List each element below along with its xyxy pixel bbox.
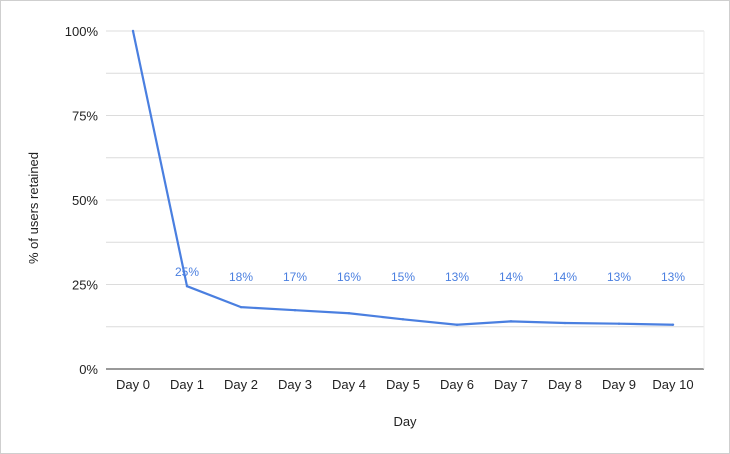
data-label: 18% xyxy=(229,270,253,284)
x-tick-label: Day 7 xyxy=(494,377,528,392)
data-label: 17% xyxy=(283,270,307,284)
data-point xyxy=(401,318,405,321)
data-label: 25% xyxy=(175,265,199,279)
y-tick-label: 0% xyxy=(79,362,98,377)
y-tick-label: 100% xyxy=(65,24,99,39)
x-tick-label: Day 8 xyxy=(548,377,582,392)
data-point xyxy=(509,320,513,323)
series-group xyxy=(131,29,675,326)
data-point xyxy=(293,308,297,312)
data-label: 13% xyxy=(445,270,469,284)
x-tick-label: Day 10 xyxy=(652,377,693,392)
grid-lines xyxy=(106,30,705,370)
x-tick-label: Day 3 xyxy=(278,377,312,392)
data-label: 16% xyxy=(337,270,361,284)
x-tick-label: Day 9 xyxy=(602,377,636,392)
x-tick-label: Day 5 xyxy=(386,377,420,392)
data-point xyxy=(563,321,567,325)
x-tick-label: Day 2 xyxy=(224,377,258,392)
x-axis-title: Day xyxy=(393,414,417,429)
y-tick-label: 50% xyxy=(72,193,98,208)
y-tick-label: 25% xyxy=(72,278,98,293)
data-label: 14% xyxy=(553,270,577,284)
data-labels-group: 25% 18% 17% 16% 15% 13% 14% 14% 13% 13% xyxy=(175,265,685,284)
data-label: 14% xyxy=(499,270,523,284)
x-tick-label: Day 1 xyxy=(170,377,204,392)
x-tick-label: Day 0 xyxy=(116,377,150,392)
y-tick-label: 75% xyxy=(72,109,98,124)
data-point xyxy=(347,312,351,315)
data-point xyxy=(239,305,243,309)
data-point xyxy=(185,284,189,288)
data-label: 15% xyxy=(391,270,415,284)
y-axis-ticks: 0% 25% 50% 75% 100% xyxy=(65,24,99,377)
data-label: 13% xyxy=(607,270,631,284)
data-point xyxy=(131,29,135,33)
data-point xyxy=(617,322,621,325)
data-point xyxy=(455,323,459,326)
x-tick-label: Day 6 xyxy=(440,377,474,392)
x-tick-label: Day 4 xyxy=(332,377,366,392)
x-axis-ticks: Day 0 Day 1 Day 2 Day 3 Day 4 Day 5 Day 6 Day 7… xyxy=(116,377,694,392)
data-point xyxy=(671,323,675,326)
y-axis-title: % of users retained xyxy=(26,152,41,264)
data-label: 13% xyxy=(661,270,685,284)
